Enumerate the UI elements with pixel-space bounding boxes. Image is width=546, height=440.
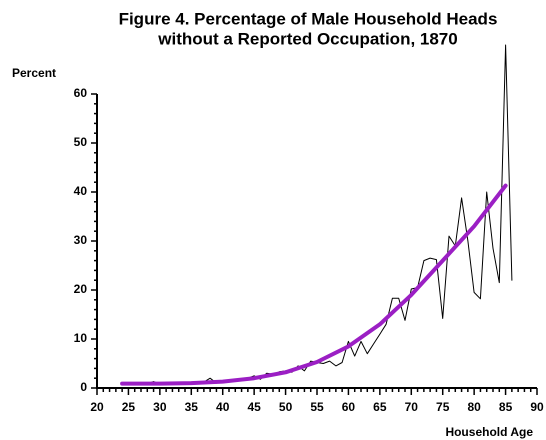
y-tick-label: 20 <box>74 282 88 296</box>
chart-title: without a Reported Occupation, 1870 <box>157 29 457 48</box>
x-tick-label: 90 <box>530 400 544 414</box>
x-tick-label: 85 <box>499 400 513 414</box>
y-tick-label: 30 <box>74 233 88 247</box>
y-tick-label: 0 <box>80 380 87 394</box>
x-tick-label: 80 <box>467 400 481 414</box>
x-tick-label: 50 <box>279 400 293 414</box>
x-axis-label: Household Age <box>445 425 533 439</box>
x-tick-label: 75 <box>436 400 450 414</box>
y-tick-label: 60 <box>74 86 88 100</box>
x-tick-label: 65 <box>373 400 387 414</box>
x-tick-label: 40 <box>216 400 230 414</box>
x-tick-label: 60 <box>342 400 356 414</box>
data-line <box>121 44 513 385</box>
y-tick-label: 10 <box>74 331 88 345</box>
x-tick-label: 45 <box>247 400 261 414</box>
y-tick-label: 40 <box>74 184 88 198</box>
x-tick-label: 35 <box>185 400 199 414</box>
x-tick-label: 25 <box>122 400 136 414</box>
x-tick-label: 30 <box>153 400 167 414</box>
y-axis-label: Percent <box>12 66 56 80</box>
x-tick-label: 55 <box>310 400 324 414</box>
data-line <box>120 183 508 386</box>
chart-title: Figure 4. Percentage of Male Household H… <box>119 9 498 28</box>
x-tick-label: 70 <box>405 400 419 414</box>
y-tick-label: 50 <box>74 135 88 149</box>
x-tick-label: 20 <box>90 400 104 414</box>
